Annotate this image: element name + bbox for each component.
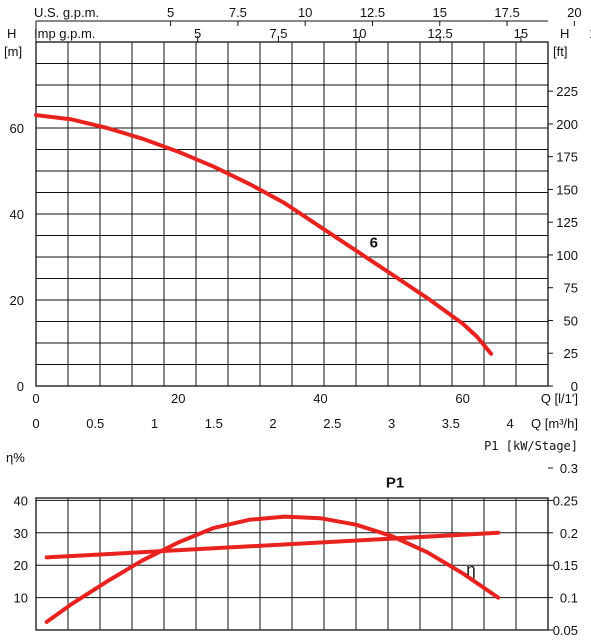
right-axis-title: H bbox=[560, 26, 569, 41]
eta-tick-label: 20 bbox=[14, 558, 28, 573]
right-tick-label: 175 bbox=[556, 150, 578, 165]
p1-tick-label: 0.2 bbox=[560, 526, 578, 541]
us-gpm-label: U.S. g.p.m. bbox=[34, 5, 99, 20]
us-gpm-tick-label: 12.5 bbox=[360, 5, 385, 20]
left-axis-unit: [m] bbox=[4, 44, 22, 59]
left-tick-label: 40 bbox=[10, 207, 24, 222]
curve-6 bbox=[34, 113, 494, 356]
bottom-plot-frame bbox=[35, 497, 549, 631]
q-lmin-tick-label: 40 bbox=[313, 391, 327, 406]
us-gpm-tick-label: 17.5 bbox=[494, 5, 519, 20]
q-m3h-axis-label: Q [m³/h] bbox=[531, 416, 578, 431]
right-tick-label: 50 bbox=[564, 313, 578, 328]
p1-tick-label: 0.1 bbox=[560, 591, 578, 606]
q-m3h-tick-label: 3 bbox=[388, 416, 395, 431]
us-gpm-tick-label: 5 bbox=[167, 5, 174, 20]
q-lmin-tick-label: 20 bbox=[171, 391, 185, 406]
curve-label-p1: P1 bbox=[386, 474, 404, 491]
eta-tick-label: 40 bbox=[14, 493, 28, 508]
q-m3h-tick-label: 2.5 bbox=[323, 416, 341, 431]
bottom-grid bbox=[36, 498, 548, 630]
right-tick-label: 75 bbox=[564, 281, 578, 296]
p1-tick-label: 0.3 bbox=[560, 461, 578, 476]
q-m3h-tick-label: 3.5 bbox=[442, 416, 460, 431]
p1-axis-unit: P1 [kW/Stage] bbox=[484, 439, 578, 453]
q-m3h-tick-label: 1.5 bbox=[205, 416, 223, 431]
right-tick-label: 100 bbox=[556, 248, 578, 263]
left-tick-label: 0 bbox=[17, 379, 24, 394]
curve-p1 bbox=[44, 530, 501, 560]
curve-eta bbox=[44, 514, 501, 624]
q-m3h-tick-label: 2 bbox=[269, 416, 276, 431]
left-tick-label: 20 bbox=[10, 293, 24, 308]
eta-axis-unit: η% bbox=[6, 450, 25, 465]
right-tick-label: 150 bbox=[556, 182, 578, 197]
q-lmin-tick-label: 60 bbox=[455, 391, 469, 406]
us-gpm-tick-label: 10 bbox=[298, 5, 312, 20]
p1-tick-label: 0.15 bbox=[553, 558, 578, 573]
eta-tick-label: 30 bbox=[14, 526, 28, 541]
right-tick-label: 0 bbox=[571, 379, 578, 394]
right-axis-unit: [ft] bbox=[553, 44, 567, 59]
q-lmin-tick-label: 0 bbox=[32, 391, 39, 406]
q-m3h-tick-label: 0.5 bbox=[86, 416, 104, 431]
q-m3h-tick-label: 0 bbox=[32, 416, 39, 431]
q-lmin-axis-label: Q [l/1'] bbox=[541, 391, 578, 406]
us-gpm-tick-label: 7.5 bbox=[229, 5, 247, 20]
left-axis-title: H bbox=[7, 26, 16, 41]
curve-label-6: 6 bbox=[370, 235, 378, 252]
q-m3h-tick-label: 1 bbox=[151, 416, 158, 431]
imp-gpm-tick-label: 15 bbox=[514, 26, 528, 41]
p1-tick-label: 0.05 bbox=[553, 623, 578, 638]
imp-gpm-tick-label: 5 bbox=[194, 26, 201, 41]
imp-gpm-tick-label: 12.5 bbox=[427, 26, 452, 41]
imp-gpm-tick-label: 7.5 bbox=[269, 26, 287, 41]
right-tick-label: 125 bbox=[556, 215, 578, 230]
imp-gpm-tick-label: 10 bbox=[352, 26, 366, 41]
imp-gpm-tick-label: 17.5 bbox=[589, 26, 591, 41]
imp-gpm-label: Imp g.p.m. bbox=[34, 26, 95, 41]
top-grid bbox=[36, 42, 548, 386]
right-tick-label: 25 bbox=[564, 346, 578, 361]
right-tick-label: 225 bbox=[556, 84, 578, 99]
p1-tick-label: 0.25 bbox=[553, 493, 578, 508]
left-tick-label: 60 bbox=[10, 121, 24, 136]
eta-tick-label: 10 bbox=[14, 591, 28, 606]
right-tick-label: 200 bbox=[556, 117, 578, 132]
curve-label-eta: η bbox=[466, 560, 475, 579]
us-gpm-tick-label: 20 bbox=[567, 5, 581, 20]
q-m3h-tick-label: 4 bbox=[506, 416, 513, 431]
us-gpm-tick-label: 15 bbox=[433, 5, 447, 20]
